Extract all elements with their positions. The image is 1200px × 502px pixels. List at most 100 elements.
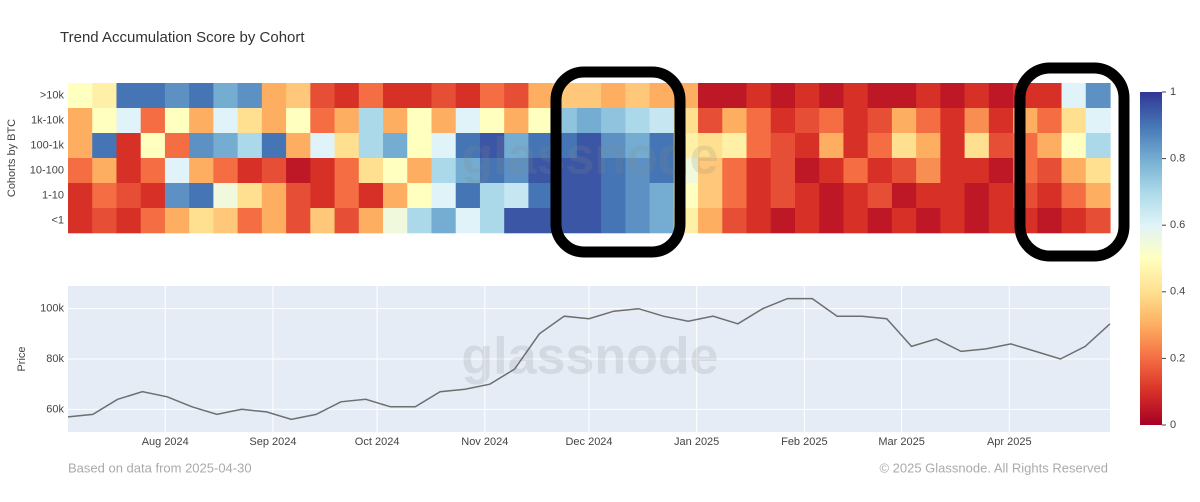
heatmap-cell (1085, 108, 1111, 134)
heatmap-cell (891, 208, 917, 234)
heatmap-cell (334, 133, 360, 159)
heatmap-cell (140, 83, 166, 109)
heatmap-cell (504, 158, 530, 184)
heatmap-cell (746, 83, 772, 109)
heatmap-cell (261, 208, 287, 234)
heatmap-cell (383, 83, 408, 109)
heatmap-cell (189, 108, 214, 134)
y-tick-label: 100k (40, 303, 64, 315)
heatmap-cell (334, 108, 360, 134)
heatmap-cell (770, 158, 796, 184)
heatmap-cell (770, 108, 796, 134)
heatmap-cell (431, 183, 457, 209)
heatmap-cell (722, 183, 748, 209)
heatmap-cell (383, 108, 408, 134)
heatmap-cell (1061, 183, 1087, 209)
heatmap-cell (940, 133, 966, 159)
heatmap-cell (431, 208, 457, 234)
heatmap-cell (964, 108, 990, 134)
heatmap-cell (261, 183, 287, 209)
heatmap-cell (576, 183, 602, 209)
heatmap-cell (92, 183, 118, 209)
heatmap-cell (964, 183, 990, 209)
heatmap-cell (164, 183, 190, 209)
heatmap-cell (867, 133, 893, 159)
heatmap-cell (1085, 133, 1111, 159)
x-tick-label: Feb 2025 (781, 436, 827, 448)
heatmap-cell (68, 133, 93, 159)
heatmap-cell (576, 108, 602, 134)
heatmap-cell (698, 83, 723, 109)
heatmap-cell (988, 158, 1014, 184)
heatmap-cell (916, 108, 941, 134)
heatmap-cell (819, 108, 845, 134)
heatmap-cell (843, 108, 869, 134)
heatmap-cell (310, 83, 336, 109)
heatmap-cell (1037, 108, 1063, 134)
heatmap-cell (1061, 208, 1087, 234)
heatmap-cell (722, 208, 748, 234)
heatmap-cell (358, 208, 384, 234)
heatmap-cell (164, 108, 190, 134)
colorbar-tick-label: 0.6 (1170, 219, 1185, 231)
heatmap-cell (189, 183, 214, 209)
heatmap-cell (940, 108, 966, 134)
heatmap-cell (867, 158, 893, 184)
heatmap-cell (310, 183, 336, 209)
heatmap-cell (1085, 158, 1111, 184)
heatmap-cell (891, 133, 917, 159)
heatmap-cell (867, 108, 893, 134)
heatmap-cell (746, 208, 772, 234)
heatmap-cell (528, 208, 554, 234)
heatmap-cell (794, 108, 820, 134)
heatmap-cell (358, 183, 384, 209)
heatmap-cell (916, 183, 941, 209)
heatmap-cell (334, 158, 360, 184)
heatmap-cell (310, 208, 336, 234)
heatmap-cell (92, 83, 118, 109)
x-tick-label: Sep 2024 (249, 436, 296, 448)
heatmap-cell (1037, 133, 1063, 159)
heatmap-cell (770, 208, 796, 234)
heatmap-cell (261, 133, 287, 159)
heatmap-cell (407, 158, 433, 184)
colorbar-tick-label: 0.8 (1170, 153, 1185, 165)
heatmap-cell (479, 108, 505, 134)
heatmap-cell (940, 83, 966, 109)
heatmap-cell (843, 83, 869, 109)
heatmap-cell (649, 158, 675, 184)
heatmap-cell (189, 158, 214, 184)
heatmap-cell (92, 208, 118, 234)
heatmap-cell (140, 158, 166, 184)
heatmap-cell (358, 108, 384, 134)
heatmap-cell (698, 133, 723, 159)
heatmap-cell (746, 158, 772, 184)
heatmap-cell (213, 183, 239, 209)
y-tick-label: 60k (46, 403, 64, 415)
heatmap-cell (601, 183, 626, 209)
heatmap-cell (843, 133, 869, 159)
heatmap-cell (479, 183, 505, 209)
heatmap-cell (746, 108, 772, 134)
heatmap-cell (479, 83, 505, 109)
heatmap-cell (68, 158, 93, 184)
heatmap-cell (576, 133, 602, 159)
y-tick-label: <1 (51, 214, 64, 226)
heatmap-cell (916, 158, 941, 184)
heatmap-cell (1061, 158, 1087, 184)
heatmap-cell (237, 183, 263, 209)
heatmap-cell (843, 208, 869, 234)
heatmap-cell (988, 133, 1014, 159)
y-axis-label: Price (16, 346, 28, 371)
heatmap-cell (358, 158, 384, 184)
heatmap-cell (431, 108, 457, 134)
heatmap-cell (988, 183, 1014, 209)
heatmap-cell (964, 133, 990, 159)
heatmap-cell (407, 183, 433, 209)
heatmap-cell (164, 83, 190, 109)
heatmap-cell (916, 83, 941, 109)
heatmap-cell (867, 183, 893, 209)
heatmap-cell (286, 108, 311, 134)
heatmap-cell (116, 183, 142, 209)
heatmap-cell (261, 158, 287, 184)
